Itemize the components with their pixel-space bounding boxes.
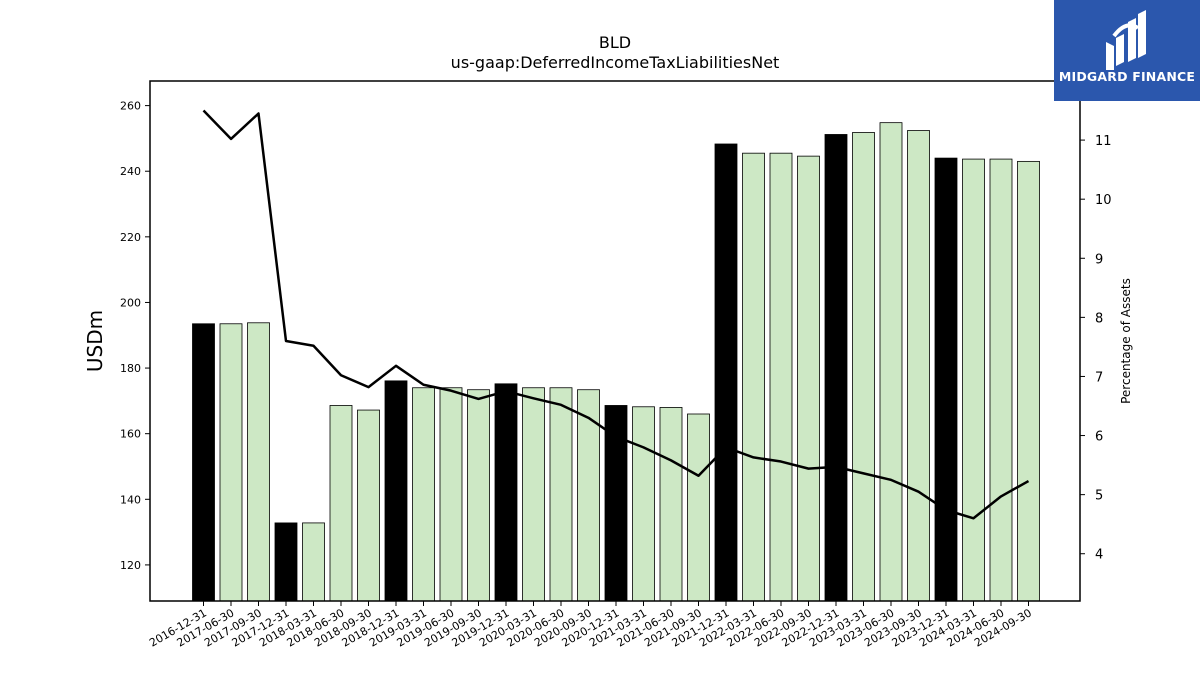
bar (219, 323, 243, 602)
bar (522, 387, 545, 602)
y2-tick-label: 8 (1095, 311, 1103, 326)
bar (274, 522, 298, 602)
plot-frame (149, 80, 1081, 602)
bar (494, 383, 518, 602)
bar (247, 322, 270, 602)
bar (659, 407, 683, 602)
y-axis-label: USDm (83, 310, 107, 372)
chart-subtitle: us-gaap:DeferredIncomeTaxLiabilitiesNet (450, 53, 780, 72)
y-tick-label: 180 (120, 362, 141, 375)
bar (192, 323, 215, 602)
bar (384, 380, 408, 602)
bar (1017, 160, 1040, 602)
bar (852, 132, 875, 602)
bar (632, 406, 655, 602)
bar (824, 134, 848, 602)
bar (302, 522, 325, 602)
y-tick-label: 160 (120, 428, 141, 441)
bar (934, 157, 958, 602)
bar (577, 389, 600, 602)
y2-tick-label: 4 (1095, 548, 1103, 563)
y-tick-label: 120 (120, 559, 141, 572)
bar (687, 413, 710, 602)
y2-tick-label: 6 (1095, 430, 1103, 445)
bar (329, 405, 353, 602)
bar (742, 152, 765, 602)
y-tick-label: 220 (120, 231, 141, 244)
logo-text: MIDGARD FINANCE (1058, 69, 1196, 84)
bar (962, 158, 985, 602)
bar (604, 405, 628, 602)
chart-title: BLD (598, 33, 632, 52)
bar (714, 143, 738, 602)
bar (549, 387, 573, 602)
y2-axis-label: Percentage of Assets (1119, 278, 1133, 404)
bar (907, 130, 930, 602)
bar (769, 152, 793, 602)
y-tick-label: 140 (120, 493, 141, 506)
y2-tick-label: 10 (1095, 193, 1112, 208)
bar (439, 387, 463, 602)
bar (797, 155, 820, 602)
y2-tick-label: 11 (1095, 134, 1112, 149)
bar (412, 387, 435, 602)
bar (989, 158, 1013, 602)
y-tick-label: 200 (120, 296, 141, 309)
midgard-m-logo-icon (1106, 10, 1146, 70)
bar (357, 409, 380, 602)
y2-tick-label: 7 (1095, 370, 1103, 385)
midgard-finance-logo: MIDGARD FINANCE (1054, 0, 1200, 101)
bar (467, 389, 490, 602)
y2-tick-label: 5 (1095, 489, 1103, 504)
bar (879, 122, 903, 602)
y-tick-label: 240 (120, 165, 141, 178)
y-tick-label: 260 (120, 100, 141, 113)
y2-tick-label: 9 (1095, 252, 1103, 267)
percent-of-assets-line (202, 109, 1030, 520)
